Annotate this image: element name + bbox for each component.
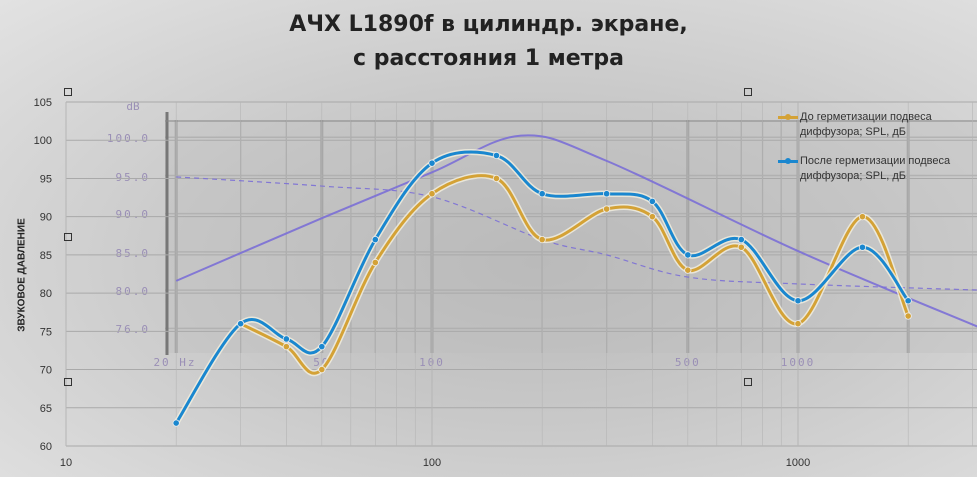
series-0-point (428, 190, 436, 198)
overlay-x-label: 1000 (781, 356, 816, 369)
overlay-y-label: 100.0 (107, 132, 150, 145)
overlay-curve-dashed (176, 176, 977, 291)
overlay-y-label: 80.0 (116, 285, 151, 298)
y-tick-label: 60 (40, 441, 52, 453)
series-0-point (538, 236, 546, 244)
series-1-point (237, 320, 245, 328)
series-line-1 (174, 150, 910, 424)
y-tick-label: 95 (40, 173, 52, 185)
series-1-point (371, 236, 379, 244)
series-0-point (904, 312, 912, 320)
series-1-point (684, 251, 692, 259)
chart-title-line-1: АЧХ L1890f в цилиндр. экране, (289, 12, 688, 37)
legend-label-before: До герметизации подвеса диффузора; SPL, … (800, 111, 932, 138)
series-0-point (492, 174, 501, 183)
legend-label-after: После герметизации подвеса диффузора; SP… (800, 155, 951, 182)
overlay-plot-area (165, 120, 977, 353)
overlay-x-label: 100 (419, 356, 445, 369)
x-tick-label: 1000 (786, 457, 810, 469)
overlay-y-label: 85.0 (116, 247, 151, 260)
series-0-point (371, 258, 379, 267)
series-0-point (648, 213, 656, 221)
x-tick-label: 10 (60, 457, 72, 469)
series-1-point (538, 190, 546, 198)
legend: До герметизации подвеса диффузора; SPL, … (778, 110, 968, 198)
series-0-point (603, 205, 611, 213)
overlay-curve-solid (175, 134, 977, 328)
series-1-point (737, 236, 745, 244)
overlay-y-label: 76.0 (116, 323, 151, 336)
series-0-point (684, 266, 692, 274)
selection-handle[interactable] (64, 88, 72, 96)
series-0-point (318, 365, 326, 374)
selection-handle[interactable] (64, 378, 72, 386)
series-0-point (282, 343, 290, 351)
overlay-unit-label: dB (126, 100, 140, 113)
y-tick-label: 100 (34, 135, 52, 147)
y-tick-label: 65 (40, 403, 52, 415)
overlay-x-label: 20 Hz (153, 356, 196, 369)
selection-handle[interactable] (744, 88, 752, 96)
overlay-y-label: 95.0 (116, 171, 151, 184)
series-1-point (172, 419, 180, 427)
y-tick-label: 85 (40, 250, 52, 262)
y-tick-label: 105 (34, 97, 52, 109)
overlay-x-label: 500 (675, 356, 701, 369)
series-0-point (737, 243, 745, 251)
selection-handle[interactable] (744, 378, 752, 386)
series-1-point (794, 297, 802, 305)
y-tick-label: 75 (40, 326, 52, 338)
series-1-point (282, 335, 290, 343)
series-0-point (794, 320, 802, 328)
selection-handle[interactable] (64, 233, 72, 241)
series-1-point (648, 197, 656, 205)
y-tick-label: 70 (40, 365, 52, 377)
legend-swatch-before (778, 114, 798, 120)
series-1-point (428, 159, 436, 167)
series-1-point (603, 190, 611, 198)
chart-title: АЧХ L1890f в цилиндр. экране, с расстоян… (0, 8, 977, 76)
chart-title-line-2: с расстояния 1 метра (353, 46, 624, 71)
legend-item-before: До герметизации подвеса диффузора; SPL, … (778, 110, 968, 140)
legend-swatch-after (778, 158, 798, 164)
series-1-point (858, 243, 867, 251)
x-tick-label: 100 (423, 457, 441, 469)
series-line-0 (239, 174, 910, 375)
series-1-point (904, 297, 912, 305)
series-1-point (318, 343, 326, 351)
series-0-point (858, 213, 867, 221)
y-tick-label: 80 (40, 288, 52, 300)
overlay-y-label: 90.0 (116, 208, 151, 221)
y-tick-label: 90 (40, 212, 52, 224)
legend-item-after: После герметизации подвеса диффузора; SP… (778, 154, 968, 184)
series-1-point (492, 151, 501, 160)
